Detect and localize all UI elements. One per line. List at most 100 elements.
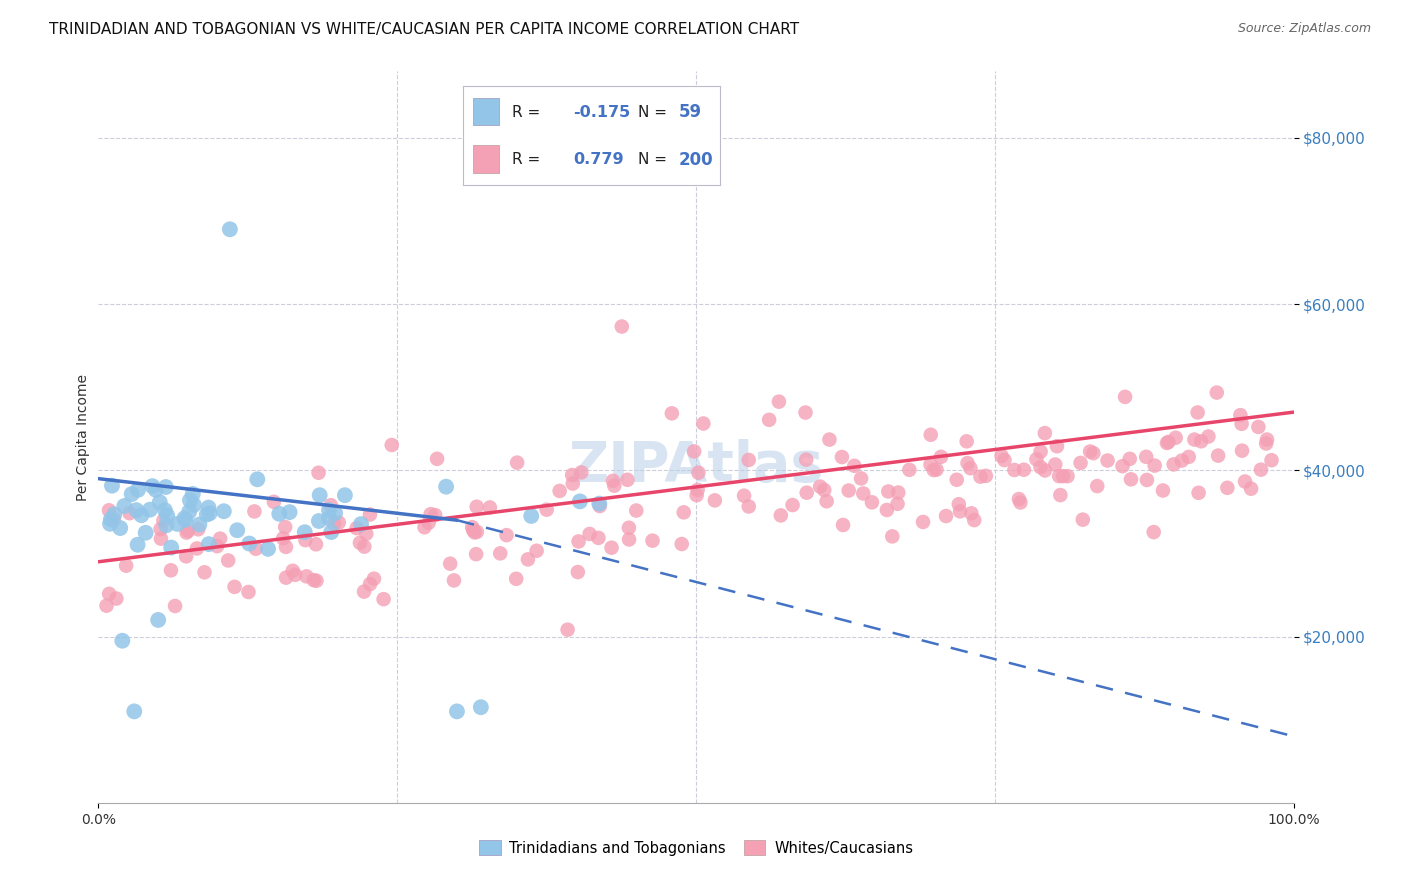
Point [98, 587, 121, 601]
Point [849, 471, 872, 485]
Point [176, 525, 198, 540]
Point [177, 524, 200, 538]
Point [945, 473, 967, 487]
Text: ZIPAtlas: ZIPAtlas [568, 440, 824, 493]
Point [683, 444, 706, 458]
Point [308, 466, 330, 480]
Point [381, 438, 404, 452]
Point [536, 502, 558, 516]
Point [738, 453, 761, 467]
Point [153, 503, 176, 517]
Point [333, 488, 356, 502]
Point [1010, 495, 1032, 509]
Point [353, 584, 375, 599]
Point [877, 484, 900, 499]
Point [1097, 453, 1119, 467]
Point [1049, 488, 1071, 502]
Point [1052, 469, 1074, 483]
Point [1164, 431, 1187, 445]
Point [520, 508, 543, 523]
Point [1256, 433, 1278, 447]
Point [179, 493, 201, 508]
Point [686, 483, 709, 497]
Point [832, 518, 855, 533]
Point [149, 495, 172, 509]
Point [1189, 434, 1212, 449]
Point [1114, 390, 1136, 404]
Point [641, 533, 664, 548]
Point [808, 480, 831, 494]
Point [224, 580, 246, 594]
Point [610, 319, 633, 334]
Point [860, 495, 883, 509]
Point [578, 527, 600, 541]
Point [1229, 408, 1251, 422]
Point [139, 502, 162, 516]
Point [197, 537, 219, 551]
Point [465, 524, 488, 539]
Point [948, 497, 970, 511]
Point [188, 517, 211, 532]
Legend: Trinidadians and Tobagonians, Whites/Caucasians: Trinidadians and Tobagonians, Whites/Cau… [472, 834, 920, 862]
Point [1033, 463, 1056, 477]
Point [588, 531, 610, 545]
Point [1119, 472, 1142, 486]
Point [135, 525, 157, 540]
Point [197, 500, 219, 515]
Point [617, 521, 640, 535]
Point [245, 541, 267, 556]
Point [359, 508, 381, 522]
Point [295, 569, 318, 583]
Point [243, 504, 266, 518]
Point [769, 508, 792, 523]
Point [852, 486, 875, 500]
Point [187, 522, 209, 536]
Point [141, 479, 163, 493]
Point [284, 567, 307, 582]
Point [956, 456, 979, 470]
Point [876, 503, 898, 517]
Point [96, 599, 118, 613]
Point [173, 511, 195, 525]
Point [1156, 436, 1178, 450]
Point [1260, 453, 1282, 467]
Point [768, 394, 790, 409]
Point [463, 523, 485, 537]
Point [349, 536, 371, 550]
Point [105, 591, 128, 606]
Point [557, 623, 579, 637]
Point [671, 537, 693, 551]
Point [685, 488, 707, 502]
Point [1012, 463, 1035, 477]
Point [886, 497, 908, 511]
Point [108, 521, 131, 535]
Point [603, 479, 626, 493]
Point [413, 520, 436, 534]
Point [1111, 459, 1133, 474]
Point [935, 509, 957, 524]
Point [238, 585, 260, 599]
Point [195, 508, 218, 522]
Point [465, 547, 488, 561]
Point [1240, 482, 1263, 496]
Point [318, 511, 340, 525]
Point [589, 499, 612, 513]
Point [912, 515, 935, 529]
Point [111, 633, 134, 648]
Point [489, 546, 512, 560]
Point [1047, 469, 1070, 483]
Point [1008, 491, 1031, 506]
Point [155, 480, 177, 494]
Point [600, 541, 623, 555]
Point [183, 498, 205, 512]
Point [226, 523, 249, 537]
Point [813, 483, 835, 497]
Point [305, 537, 328, 551]
Point [1177, 450, 1199, 464]
Point [461, 520, 484, 534]
Point [359, 577, 381, 591]
Point [464, 525, 486, 540]
Point [115, 558, 138, 573]
Point [446, 705, 468, 719]
Point [688, 466, 710, 480]
